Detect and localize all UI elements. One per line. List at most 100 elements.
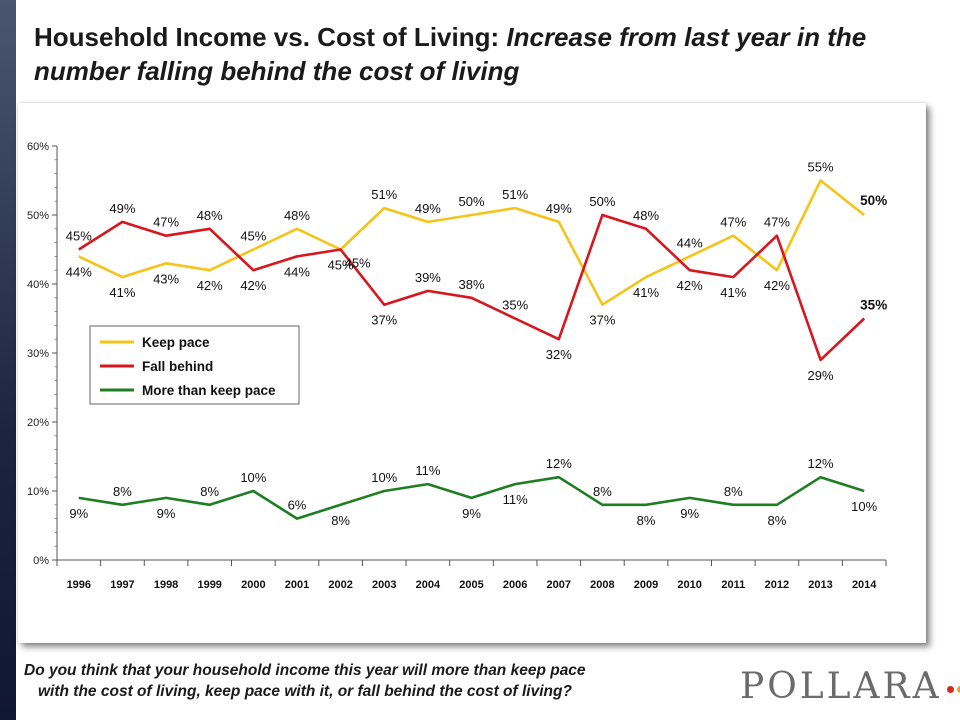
x-tick-label: 1998 — [154, 579, 178, 591]
question-line-1: Do you think that your household income … — [24, 662, 586, 679]
y-tick-label: 40% — [27, 279, 49, 291]
legend-label: Keep pace — [142, 335, 210, 350]
page-title: Household Income vs. Cost of Living: Inc… — [34, 20, 944, 88]
data-label: 9% — [462, 506, 481, 521]
chart-panel: 0% 10% 20% 30% 40% 50% 60% 1996 1997 1998 1999 2000… — [18, 103, 926, 643]
data-label: 50% — [860, 193, 887, 208]
data-label: 47% — [764, 215, 790, 230]
data-label: 6% — [288, 498, 307, 513]
data-label: 49% — [415, 201, 441, 216]
series-line-0 — [78, 179, 866, 306]
data-label: 44% — [66, 264, 92, 279]
data-label: 8% — [724, 484, 743, 499]
data-label: 48% — [284, 208, 310, 223]
data-label: 51% — [502, 187, 528, 202]
data-label: 38% — [458, 277, 484, 292]
data-label: 50% — [589, 194, 615, 209]
legend-label: More than keep pace — [142, 383, 276, 398]
y-tick-label: 30% — [27, 348, 49, 360]
series-line-2 — [78, 475, 865, 520]
data-label: 11% — [415, 463, 440, 478]
data-label: 41% — [109, 285, 135, 300]
data-label: 45% — [328, 258, 354, 273]
x-tick-label: 1999 — [197, 579, 221, 591]
data-label: 8% — [593, 484, 612, 499]
x-tick-label: 2011 — [721, 579, 745, 591]
x-tick-label: 2005 — [459, 579, 483, 591]
x-tick-label: 2004 — [416, 579, 441, 591]
data-label: 10% — [851, 499, 877, 514]
data-label: 10% — [371, 470, 397, 485]
line-chart: 0% 10% 20% 30% 40% 50% 60% 1996 1997 1998 1999 2000… — [27, 141, 887, 591]
data-label: 10% — [240, 470, 266, 485]
x-tick-label: 2008 — [590, 579, 614, 591]
x-tick-label: 2012 — [765, 579, 789, 591]
data-label: 32% — [546, 347, 572, 362]
data-label: 8% — [200, 484, 219, 499]
data-label: 44% — [284, 264, 310, 279]
data-label: 50% — [458, 194, 484, 209]
question-line-2: with the cost of living, keep pace with … — [38, 683, 572, 700]
data-label: 37% — [589, 313, 615, 328]
x-tick-label: 2014 — [852, 579, 877, 591]
x-tick-label: 2001 — [285, 579, 309, 591]
logo-dot — [946, 685, 954, 693]
title-main: Household Income vs. Cost of Living: — [34, 22, 507, 52]
data-label: 12% — [546, 456, 572, 471]
x-tick-label: 2007 — [547, 579, 571, 591]
data-label: 8% — [113, 484, 132, 499]
y-tick-label: 20% — [27, 417, 49, 429]
data-label: 8% — [637, 513, 656, 528]
data-label: 9% — [69, 506, 88, 521]
data-label: 41% — [720, 285, 746, 300]
x-tick-label: 2009 — [634, 579, 658, 591]
data-label: 43% — [153, 271, 179, 286]
data-label: 29% — [808, 368, 834, 383]
y-tick-label: 50% — [27, 210, 49, 222]
data-label: 49% — [109, 201, 135, 216]
data-label: 45% — [240, 229, 266, 244]
x-tick-label: 2010 — [677, 579, 701, 591]
x-tick-label: 2003 — [372, 579, 396, 591]
data-label: 45% — [345, 256, 371, 271]
pollara-logo: POLLARA — [740, 664, 960, 708]
data-label: 8% — [768, 513, 787, 528]
data-label: 51% — [371, 187, 397, 202]
title-italic: Increase from last year in the number fa… — [34, 22, 867, 86]
data-label: 44% — [677, 235, 703, 250]
data-label: 49% — [546, 201, 572, 216]
data-label: 41% — [633, 285, 659, 300]
x-tick-label: 2002 — [328, 579, 352, 591]
y-tick-label: 60% — [27, 141, 49, 153]
data-label: 35% — [502, 298, 528, 313]
data-label: 35% — [860, 298, 887, 313]
x-tick-label: 1996 — [67, 579, 91, 591]
data-label: 11% — [503, 492, 528, 507]
x-tick-label: 2013 — [808, 579, 832, 591]
x-tick-label: 1997 — [110, 579, 134, 591]
data-label: 39% — [415, 270, 441, 285]
data-label: 42% — [677, 278, 703, 293]
x-tick-label: 2000 — [241, 579, 265, 591]
data-label: 37% — [371, 313, 397, 328]
data-label: 8% — [331, 513, 350, 528]
data-label: 48% — [197, 208, 223, 223]
left-accent-band — [0, 0, 16, 720]
data-label: 42% — [197, 278, 223, 293]
data-label: 9% — [680, 506, 699, 521]
data-label: 47% — [720, 215, 746, 230]
legend-label: Fall behind — [142, 359, 213, 374]
data-label: 55% — [808, 160, 834, 175]
survey-question: Do you think that your household income … — [24, 660, 784, 702]
logo-dots — [946, 685, 960, 693]
y-tick-label: 10% — [27, 486, 49, 498]
data-label: 48% — [633, 208, 659, 223]
data-label: 42% — [764, 278, 790, 293]
data-label: 45% — [66, 229, 92, 244]
data-label: 9% — [157, 506, 176, 521]
data-label: 42% — [240, 278, 266, 293]
series-line-1 — [78, 213, 866, 362]
logo-dot — [956, 685, 960, 693]
logo-text: POLLARA — [740, 665, 942, 707]
x-tick-label: 2006 — [503, 579, 527, 591]
